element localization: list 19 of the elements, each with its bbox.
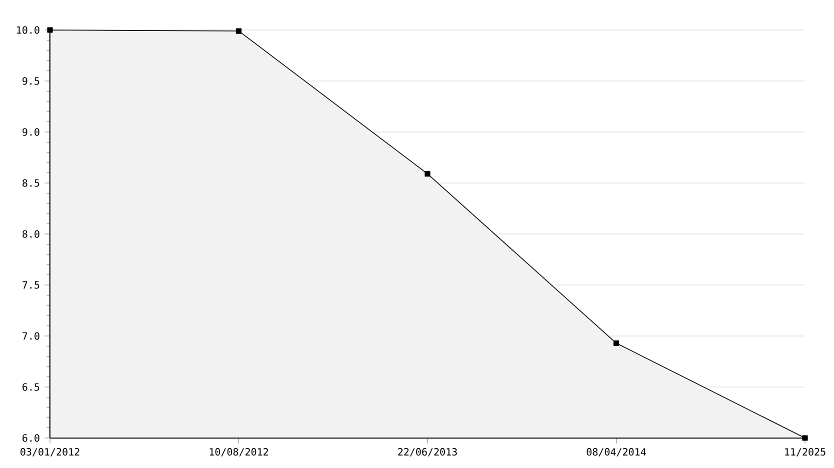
point xyxy=(236,28,242,34)
point xyxy=(802,435,808,441)
y-tick-label: 6.0 xyxy=(22,434,40,442)
y-tick-label: 10.0 xyxy=(17,26,40,34)
x-tick-label: 08/04/2014 xyxy=(586,448,646,456)
point xyxy=(613,340,620,346)
x-tick-label: 10/08/2012 xyxy=(210,448,268,456)
y-tick-label: 7.5 xyxy=(22,281,40,289)
y-tick-label: 9.5 xyxy=(22,77,40,85)
y-tick-label: 8.0 xyxy=(22,230,40,238)
y-tick-label: 7.0 xyxy=(22,332,40,340)
x-tick-label: 11/2025 xyxy=(785,448,826,456)
y-tick-label: 6.5 xyxy=(22,383,40,391)
y-tick-label: 8.5 xyxy=(22,179,40,187)
x-tick-label: 03/01/2012 xyxy=(20,448,80,456)
point xyxy=(424,171,430,177)
y-tick-label: 9.0 xyxy=(22,128,40,136)
point xyxy=(47,27,53,33)
x-tick-label: 22/06/2013 xyxy=(398,448,457,456)
